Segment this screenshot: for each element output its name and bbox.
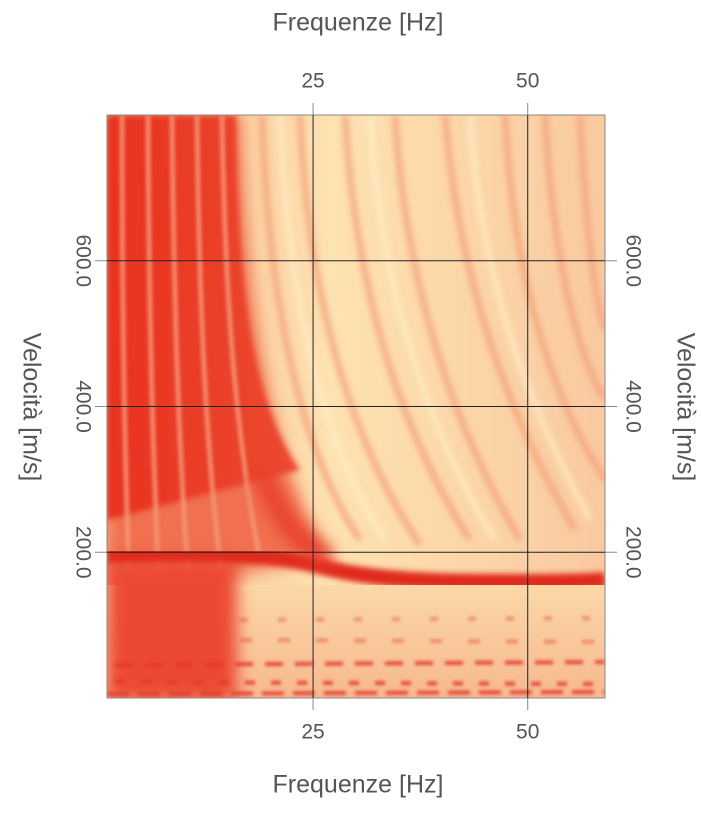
x-tick-label: 25 (301, 70, 324, 93)
heatmap (107, 115, 605, 698)
y-tick-label: 200.0 (621, 526, 644, 579)
y-tick-label: 600.0 (621, 234, 644, 287)
y-tick-label: 400.0 (71, 380, 94, 433)
y-tick-label: 200.0 (71, 526, 94, 579)
x-tick-label: 50 (516, 721, 539, 744)
y-axis-label-right: Velocità [m/s] (671, 333, 699, 482)
x-tick-label: 50 (516, 70, 539, 93)
y-axis-label-left: Velocità [m/s] (17, 333, 45, 482)
y-tick-label: 400.0 (621, 380, 644, 433)
y-tick-label: 600.0 (71, 234, 94, 287)
x-axis-label-bottom: Frequenze [Hz] (273, 771, 444, 799)
x-tick-label: 25 (301, 721, 324, 744)
x-axis-label-top: Frequenze [Hz] (273, 9, 444, 37)
